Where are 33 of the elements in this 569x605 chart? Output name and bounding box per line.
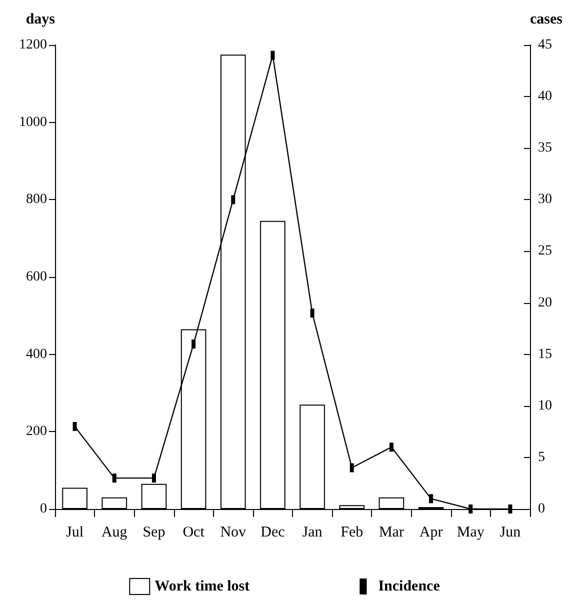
x-tick-label: Feb [340, 524, 364, 540]
x-tick-label: Dec [260, 524, 286, 540]
x-tick-label: Aug [101, 524, 128, 540]
y2-tick-label: 25 [538, 244, 552, 259]
x-tick-label: Oct [182, 524, 206, 540]
y2-axis-title: cases [530, 12, 563, 28]
x-tick-label: May [456, 524, 485, 540]
y-tick-label: 1000 [19, 114, 47, 130]
y-axis-title: days [26, 12, 56, 28]
x-tick-label: Jul [66, 524, 84, 540]
y-tick-label: 0 [40, 502, 47, 516]
x-tick-label: Jun [500, 524, 522, 540]
x-tick-label: Nov [220, 524, 247, 540]
y-tick-label: 200 [26, 424, 47, 440]
y2-tick-label: 10 [538, 398, 552, 414]
legend-label: Work time lost [154, 578, 250, 594]
y2-tick-label: 5 [538, 450, 545, 465]
y2-tick-label: 15 [538, 346, 552, 362]
y-tick-label: 800 [26, 192, 47, 208]
x-tick-label: Jan [302, 524, 323, 540]
y2-tick-label: 30 [538, 192, 552, 208]
legend-label: Incidence [378, 578, 440, 594]
y-tick-label: 600 [26, 270, 47, 284]
y-tick-label: 1200 [19, 38, 47, 52]
x-tick-label: Apr [419, 524, 443, 540]
y2-tick-label: 20 [538, 295, 552, 310]
x-tick-label: Sep [142, 524, 166, 540]
y-tick-label: 400 [26, 346, 47, 362]
y2-tick-label: 35 [538, 140, 552, 156]
x-tick-label: Mar [378, 524, 404, 540]
y2-tick-label: 40 [538, 89, 552, 104]
y2-tick-label: 45 [538, 38, 552, 52]
y2-tick-label: 0 [538, 502, 545, 516]
